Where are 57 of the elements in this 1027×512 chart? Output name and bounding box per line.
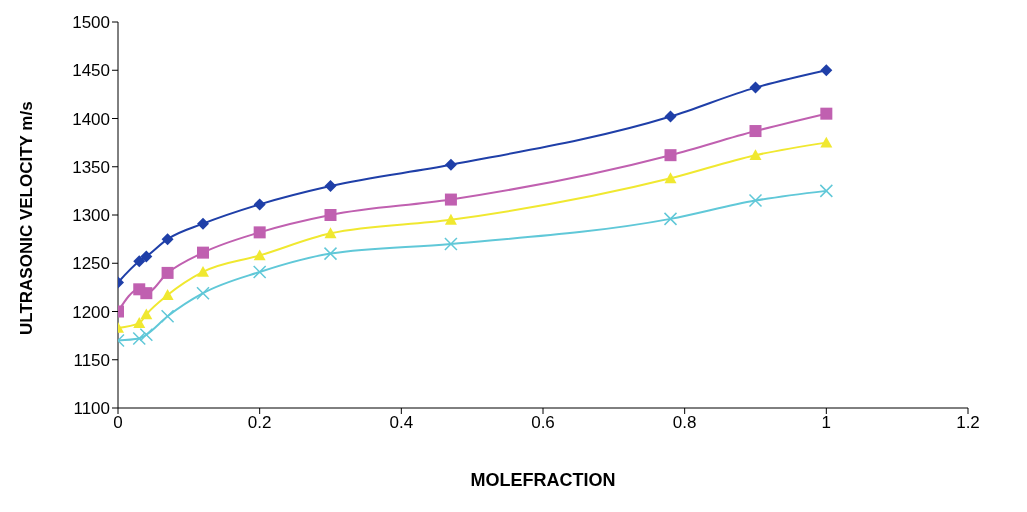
point	[820, 136, 833, 148]
point	[663, 212, 678, 226]
point	[161, 233, 174, 246]
y-tick-label: 1350	[72, 157, 110, 177]
point	[139, 327, 154, 342]
point	[324, 209, 337, 221]
point	[444, 158, 457, 171]
point	[140, 250, 153, 263]
point	[253, 249, 266, 261]
point	[749, 81, 762, 94]
point	[324, 180, 337, 193]
point	[132, 331, 146, 346]
y-tick-label: 1500	[72, 13, 110, 33]
y-axis-title: ULTRASONIC VELOCITY m/s	[17, 101, 37, 335]
point	[140, 308, 153, 320]
point	[664, 110, 677, 123]
x-tick-label: 0.2	[247, 413, 272, 433]
point	[196, 286, 210, 300]
point	[444, 237, 458, 251]
point	[323, 246, 338, 261]
point	[749, 149, 762, 160]
x-tick-label: 0	[113, 413, 123, 433]
point	[253, 198, 266, 211]
point	[820, 107, 833, 120]
y-tick-label: 1200	[72, 302, 110, 322]
point	[664, 149, 677, 162]
x-tick-label: 1	[821, 413, 832, 433]
point	[133, 317, 146, 328]
x-tick-label: 1.2	[956, 413, 980, 433]
point	[444, 193, 457, 206]
point	[133, 255, 146, 268]
y-tick-label: 1450	[72, 61, 110, 81]
point	[197, 217, 209, 230]
y-tick-label: 1150	[73, 350, 110, 370]
x-tick-label: 0.4	[389, 413, 414, 433]
point	[197, 246, 209, 259]
point	[253, 226, 266, 239]
point	[252, 265, 267, 279]
y-tick-label: 1250	[72, 254, 110, 274]
point	[749, 125, 762, 138]
point	[664, 172, 677, 184]
point	[444, 213, 457, 225]
point	[748, 193, 763, 208]
x-tick-label: 0.8	[672, 413, 697, 433]
y-tick-label: 1400	[72, 109, 110, 129]
point	[161, 289, 174, 300]
point	[140, 287, 153, 300]
y-tick-label: 1300	[72, 206, 110, 226]
x-tick-label: 0.6	[531, 413, 555, 433]
point	[324, 227, 337, 239]
point	[161, 266, 174, 279]
point	[197, 265, 209, 277]
y-tick-label: 1100	[73, 399, 110, 419]
x-axis-title: MOLEFRACTION	[470, 470, 616, 490]
point	[820, 64, 833, 77]
point	[819, 184, 834, 198]
point	[160, 309, 175, 324]
